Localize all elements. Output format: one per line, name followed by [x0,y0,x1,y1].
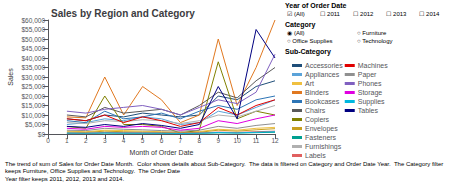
svg-text:$15,000: $15,000 [22,102,46,109]
svg-text:◉ (All): ◉ (All) [287,30,305,36]
svg-text:$35,000: $35,000 [22,64,46,71]
svg-text:$45,000: $45,000 [22,45,46,52]
svg-text:9: 9 [216,137,220,144]
svg-text:☑ (All): ☑ (All) [287,11,305,17]
svg-text:2: 2 [84,137,88,144]
svg-text:$30,000: $30,000 [22,74,46,81]
svg-text:☐ 2011: ☐ 2011 [320,11,341,17]
svg-text:Art: Art [305,80,314,87]
svg-text:Bookcases: Bookcases [305,98,340,105]
svg-text:$0: $0 [38,131,46,138]
svg-text:4: 4 [122,137,126,144]
svg-text:○ Office Supplies: ○ Office Supplies [287,38,333,44]
svg-text:Year filter keeps 2011, 2012,: Year filter keeps 2011, 2012, 2013 and 2… [5,176,124,182]
svg-text:Envelopes: Envelopes [305,125,338,133]
svg-text:Accessories: Accessories [305,62,343,69]
svg-text:Fasteners: Fasteners [305,134,337,141]
svg-text:0: 0 [46,137,50,144]
svg-text:keeps Furniture, Office Suppli: keeps Furniture, Office Supplies and Tec… [5,168,181,174]
svg-text:Furnishings: Furnishings [305,143,342,151]
svg-text:10: 10 [234,137,242,144]
svg-text:Phones: Phones [358,80,382,87]
svg-text:Binders: Binders [305,89,329,96]
svg-text:Sales by Region and Category: Sales by Region and Category [51,8,195,19]
svg-text:○ Furniture: ○ Furniture [357,30,387,36]
svg-text:$50,000: $50,000 [22,36,46,43]
svg-text:$40,000: $40,000 [22,55,46,62]
svg-text:6: 6 [160,137,164,144]
svg-text:1: 1 [65,137,69,144]
svg-text:Chairs: Chairs [305,107,326,114]
svg-text:Labels: Labels [305,152,326,159]
svg-text:Copiers: Copiers [305,116,330,124]
svg-text:Sales: Sales [7,68,14,86]
svg-text:☐ 2012: ☐ 2012 [353,11,374,17]
svg-text:Appliances: Appliances [305,71,340,79]
svg-text:Year of Order Date: Year of Order Date [285,2,347,9]
svg-text:☐ 2013: ☐ 2013 [386,11,407,17]
svg-text:3: 3 [103,137,107,144]
svg-text:Tables: Tables [358,107,379,114]
svg-text:8: 8 [198,137,202,144]
svg-text:Sub-Category: Sub-Category [285,48,331,56]
svg-text:7: 7 [179,137,183,144]
svg-text:$55,000: $55,000 [22,26,46,33]
svg-text:Machines: Machines [358,62,388,69]
svg-text:Paper: Paper [358,71,377,79]
svg-text:Category: Category [285,21,315,29]
svg-text:$25,000: $25,000 [22,83,46,90]
svg-text:5: 5 [141,137,145,144]
svg-text:12: 12 [271,137,279,144]
svg-text:Month of Order Date: Month of Order Date [130,149,194,156]
svg-text:Storage: Storage [358,89,383,97]
svg-text:○ Technology: ○ Technology [357,38,393,44]
svg-text:The trend of sum of Sales for: The trend of sum of Sales for Order Date… [5,161,445,167]
svg-text:$10,000: $10,000 [22,112,46,119]
svg-text:☐ 2014: ☐ 2014 [419,11,440,17]
svg-text:$5,000: $5,000 [25,121,45,128]
svg-text:11: 11 [253,137,260,144]
svg-text:$20,000: $20,000 [22,93,46,100]
svg-text:$60,000: $60,000 [22,17,46,24]
svg-text:Supplies: Supplies [358,98,385,106]
